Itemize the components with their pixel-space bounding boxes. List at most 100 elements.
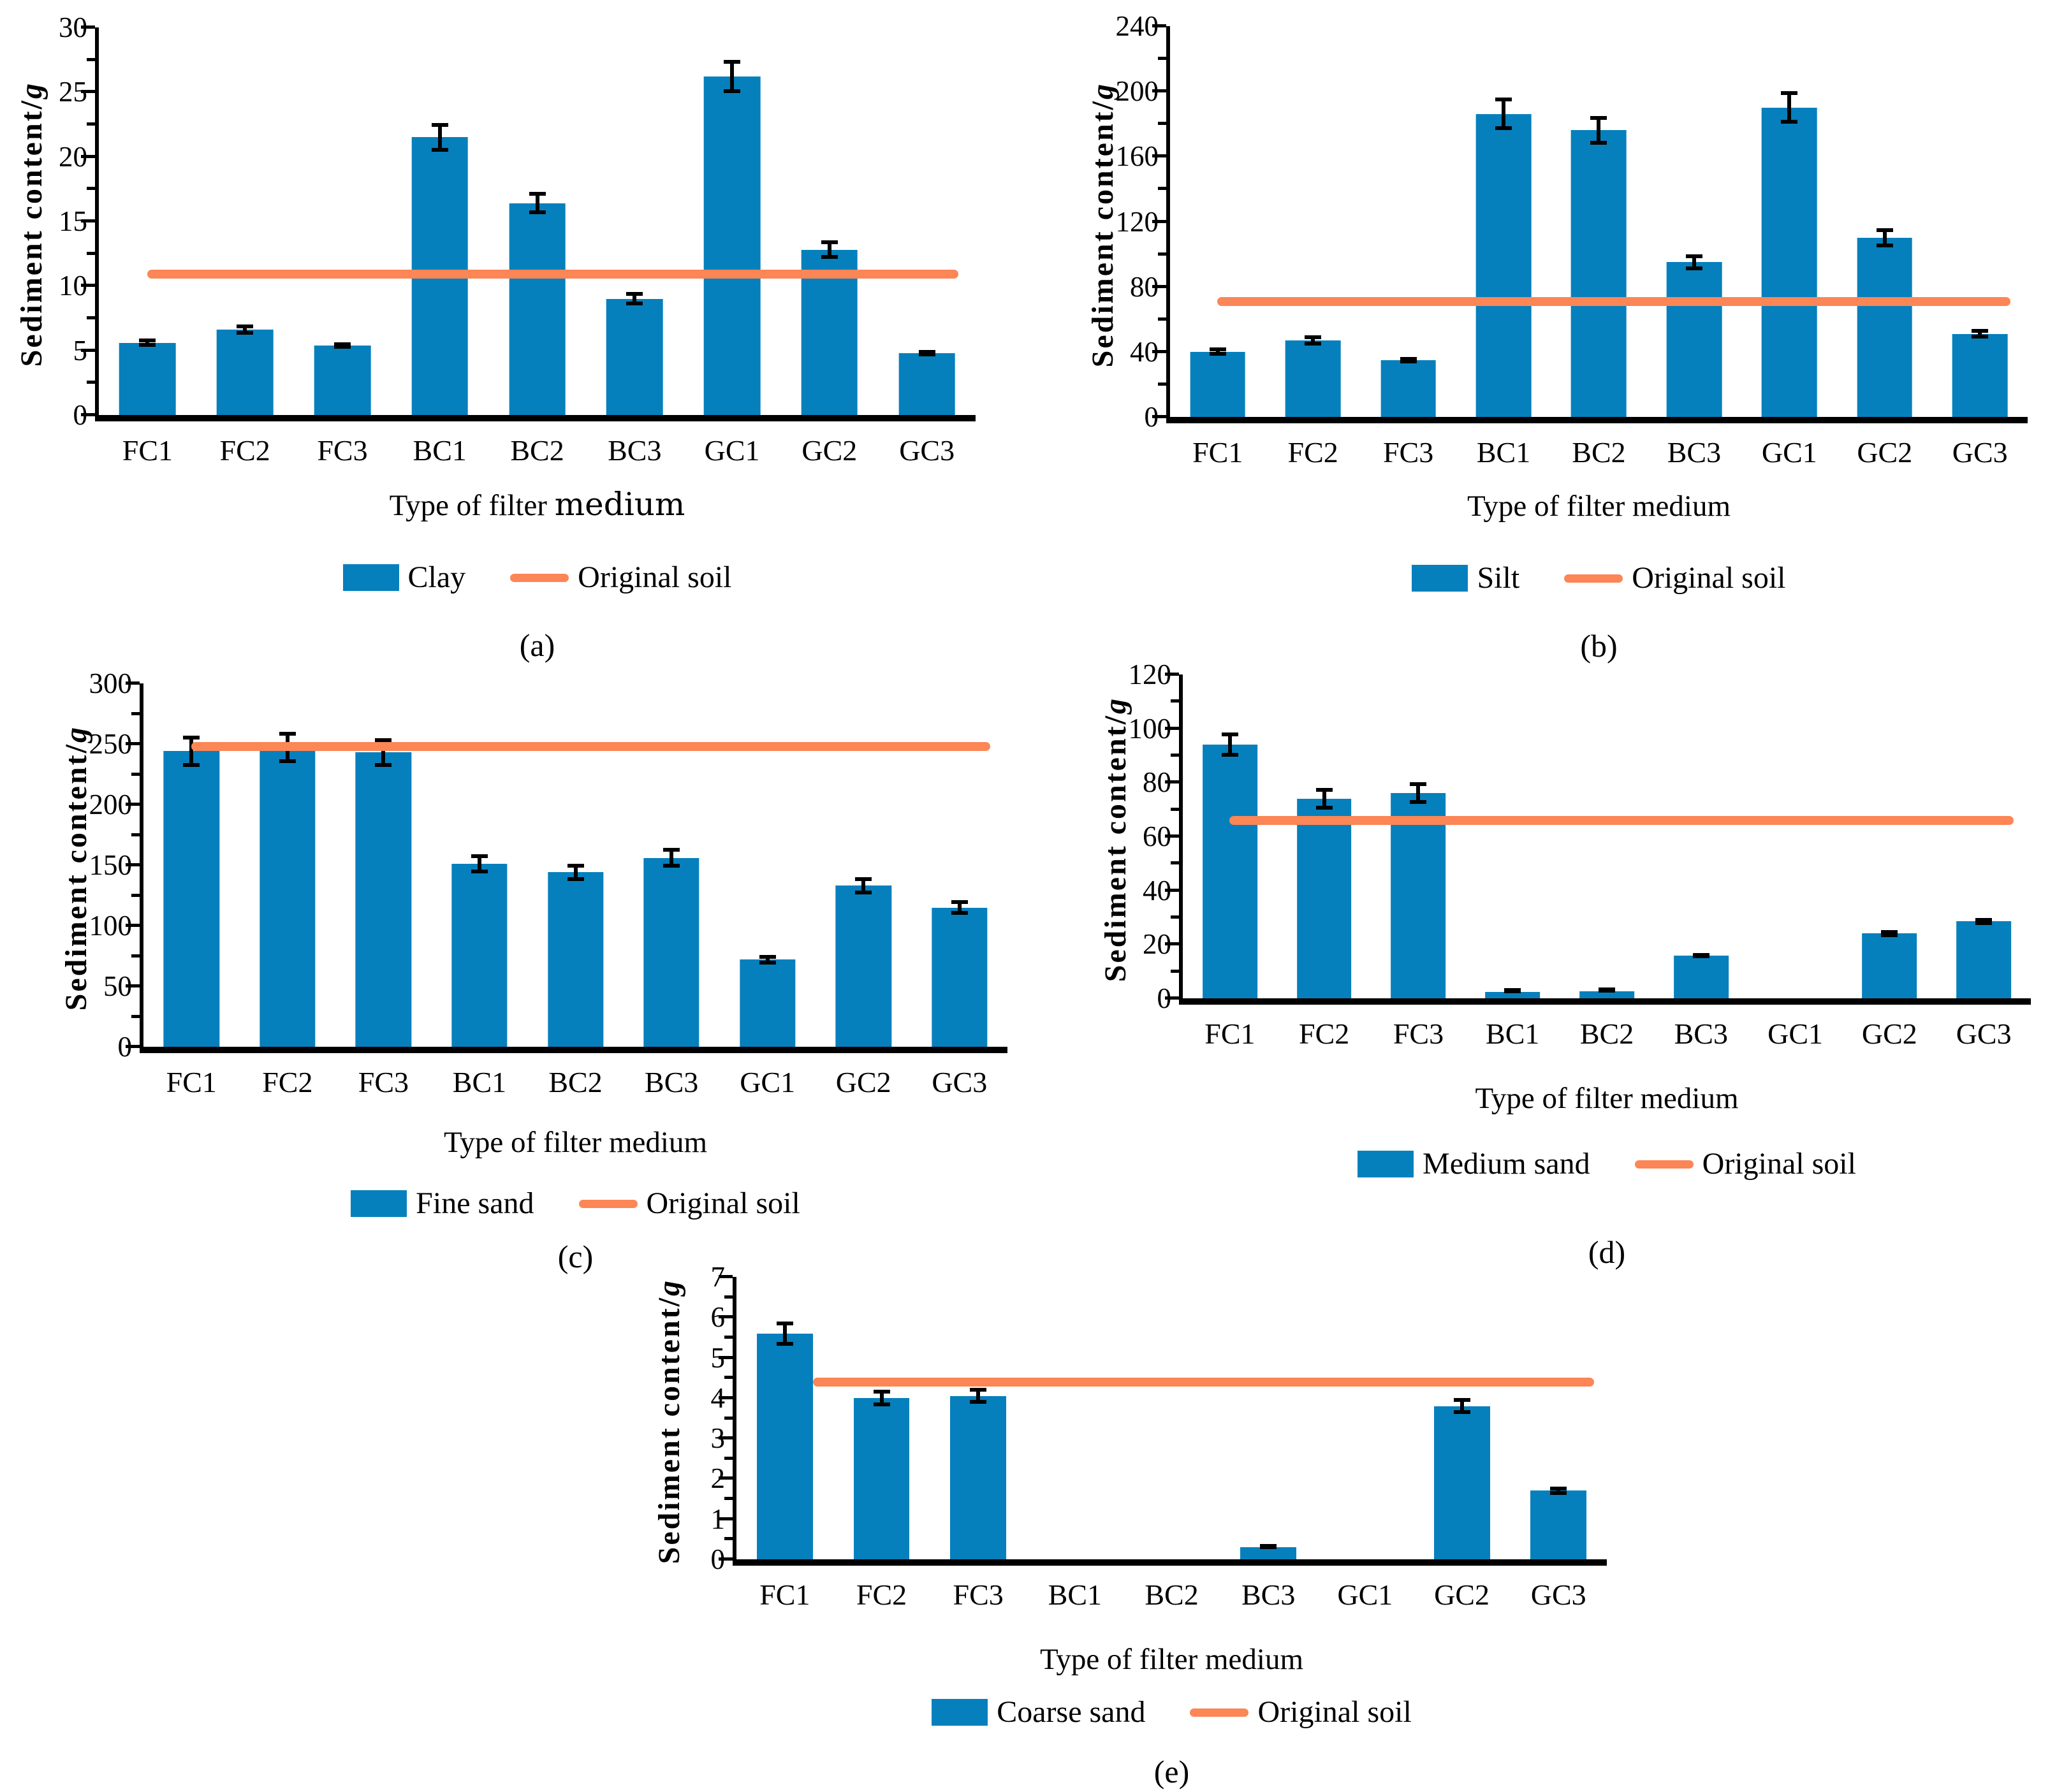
x-category-label-BC1: BC1 xyxy=(1476,436,1531,469)
error-bar-BC3 xyxy=(663,848,680,868)
bar-slot-GC2 xyxy=(1837,26,1932,417)
x-category-label-BC3: BC3 xyxy=(1241,1578,1296,1611)
error-bar-cap-top xyxy=(375,738,392,742)
error-bar-cap-bottom xyxy=(724,89,741,94)
legend-item-original-soil: Original soil xyxy=(510,560,731,595)
bar-BC3 xyxy=(643,857,699,1047)
error-bar-cap-bottom xyxy=(1410,800,1427,805)
error-bar-stem xyxy=(189,735,194,768)
y-tick-mark xyxy=(81,284,95,288)
error-bar-cap-bottom xyxy=(375,763,392,768)
y-tick-labels: 0 50 100 150 200 250 300 xyxy=(89,667,140,1063)
bar-FC1 xyxy=(163,751,219,1047)
legend-item-original-soil: Original soil xyxy=(1190,1694,1412,1730)
y-tick-label: 4 xyxy=(710,1381,726,1414)
y-tick-mark xyxy=(126,863,140,866)
error-bar-cap-bottom xyxy=(873,1402,890,1406)
bar-GC3 xyxy=(1956,921,2011,998)
error-bar-cap-top xyxy=(855,877,872,882)
bar-BC3 xyxy=(1673,956,1729,998)
y-tick-label: 0 xyxy=(73,399,88,431)
legend: Medium sand Original soil xyxy=(1183,1145,2031,1183)
error-bar-BC2 xyxy=(567,864,584,881)
x-category-label-GC1: GC1 xyxy=(740,1066,796,1098)
error-bar-cap-top xyxy=(776,1321,793,1325)
y-tick-label: 200 xyxy=(1115,75,1159,108)
y-minor-tick-mark xyxy=(724,1537,733,1541)
y-minor-tick-mark xyxy=(131,954,140,958)
error-bar-GC3 xyxy=(1550,1487,1567,1495)
bar-slot-FC1 xyxy=(143,683,240,1047)
y-tick-label: 20 xyxy=(1143,928,1171,961)
bar-slot-GC2 xyxy=(780,27,878,415)
error-bar-GC2 xyxy=(1876,228,1893,248)
error-bar-cap-top xyxy=(1410,782,1427,787)
x-category-label-GC1: GC1 xyxy=(1337,1578,1393,1611)
error-bar-BC3 xyxy=(626,292,643,305)
y-minor-tick-mark xyxy=(1158,187,1166,191)
legend-series-label: Silt xyxy=(1477,561,1520,595)
y-tick-mark xyxy=(719,1476,733,1480)
bar-slot-BC3 xyxy=(1220,1277,1317,1559)
error-bar-stem xyxy=(1227,732,1232,757)
y-minor-tick-mark xyxy=(724,1497,733,1501)
error-bar-cap-top xyxy=(873,1390,890,1394)
error-bar-stem xyxy=(1787,91,1792,124)
y-tick-mark xyxy=(719,1517,733,1520)
error-bar-cap-top xyxy=(1221,732,1238,737)
error-bar-stem xyxy=(1597,115,1601,145)
bar-GC2 xyxy=(835,885,891,1047)
error-bar-cap-top xyxy=(970,1388,987,1392)
legend-line-label: Original soil xyxy=(1702,1147,1856,1181)
error-bar-cap-bottom xyxy=(1975,921,1993,925)
error-bar-cap-bottom xyxy=(776,1341,793,1346)
y-tick-label: 60 xyxy=(1143,820,1171,852)
error-bar-BC3 xyxy=(1685,254,1702,271)
legend-line-label: Original soil xyxy=(578,560,732,594)
y-minor-tick-mark xyxy=(1158,122,1166,126)
y-tick-label: 160 xyxy=(1115,140,1159,173)
y-minor-tick-mark xyxy=(1171,969,1179,973)
bar-slot-FC3 xyxy=(930,1277,1027,1559)
panel-letter: (e) xyxy=(1153,1754,1190,1789)
plot-area xyxy=(81,25,976,421)
y-tick-mark xyxy=(719,1355,733,1359)
y-tick-label: 80 xyxy=(1143,766,1171,799)
y-tick-mark xyxy=(126,924,140,927)
legend-line-label: Original soil xyxy=(646,1186,800,1220)
bar-slot-GC3 xyxy=(912,683,1008,1047)
panel-b: Sediment content/g 0 40 80 120 160 200 240 FC1 FC… xyxy=(1084,0,2028,664)
x-category-label-FC1: FC1 xyxy=(1192,436,1243,469)
x-category-label-BC1: BC1 xyxy=(1486,1017,1540,1050)
legend: Clay Original soil xyxy=(99,558,976,597)
error-bar-BC2 xyxy=(1590,115,1607,145)
error-bar-cap-bottom xyxy=(1599,988,1616,993)
y-tick-label: 250 xyxy=(89,728,133,760)
panel-letter: (a) xyxy=(519,627,555,663)
error-bar-cap-bottom xyxy=(431,147,448,152)
bar-slot-GC2 xyxy=(1842,674,1936,998)
y-minor-tick-mark xyxy=(724,1456,733,1460)
y-tick-label: 120 xyxy=(1128,659,1172,690)
y-minor-tick-mark xyxy=(1171,754,1179,757)
y-minor-tick-mark xyxy=(1158,382,1166,386)
x-category-label-BC2: BC2 xyxy=(1579,1017,1634,1050)
error-bar-cap-top xyxy=(567,864,584,868)
y-tick-mark xyxy=(1152,219,1166,223)
y-tick-mark xyxy=(719,1395,733,1399)
error-bar-stem xyxy=(477,854,481,874)
legend-item-series: Silt xyxy=(1412,560,1519,596)
x-axis-title: Type of filter medium xyxy=(1039,1643,1304,1676)
bar-slot-BC1 xyxy=(1465,674,1560,998)
error-bar-stem xyxy=(381,738,386,768)
error-bar-FC2 xyxy=(873,1390,890,1406)
error-bar-cap-bottom xyxy=(139,342,156,347)
y-minor-tick-mark xyxy=(724,1416,733,1420)
error-bar-stem xyxy=(861,877,866,894)
error-bar-cap-top xyxy=(1400,356,1417,361)
y-minor-tick-mark xyxy=(87,57,95,61)
legend-series-label: Coarse sand xyxy=(997,1695,1146,1729)
bar-BC3 xyxy=(1666,262,1722,417)
bar-slot-GC1 xyxy=(1742,26,1837,417)
y-tick-label: 0 xyxy=(710,1543,726,1575)
